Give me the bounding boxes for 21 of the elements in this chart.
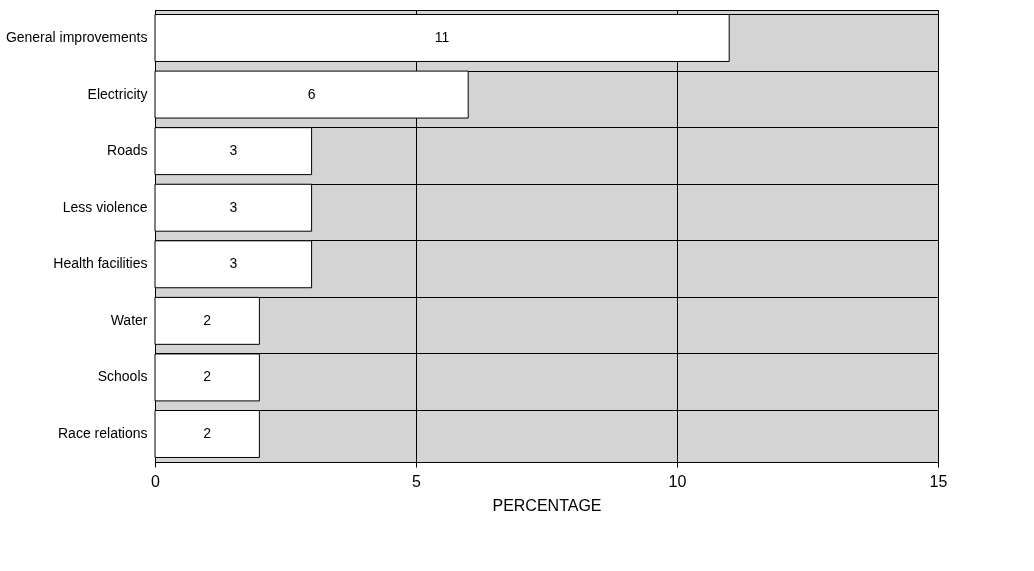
- data-label: 11: [434, 29, 450, 45]
- x-axis-title: PERCENTAGE: [492, 496, 602, 514]
- x-tick-label: 15: [929, 472, 948, 490]
- data-label: 2: [203, 311, 212, 328]
- y-tick-label: Electricity: [87, 85, 148, 102]
- data-label: 3: [229, 255, 238, 272]
- x-tick-label: 5: [412, 472, 422, 490]
- y-tick-label: Less violence: [62, 198, 148, 215]
- y-tick-label: Water: [110, 311, 148, 328]
- y-tick-label: Schools: [97, 368, 148, 385]
- data-label: 3: [229, 198, 238, 215]
- y-tick-label: Health facilities: [53, 255, 148, 272]
- x-tick-label: 0: [151, 472, 161, 490]
- data-label: 2: [203, 425, 212, 441]
- data-label: 6: [307, 85, 316, 102]
- x-tick-label: 10: [668, 472, 687, 490]
- y-tick-label: General improvements: [5, 29, 148, 45]
- y-tick-label: Race relations: [58, 425, 148, 441]
- data-label: 2: [203, 368, 212, 385]
- y-tick-label: Roads: [107, 142, 148, 159]
- data-label: 3: [229, 142, 238, 159]
